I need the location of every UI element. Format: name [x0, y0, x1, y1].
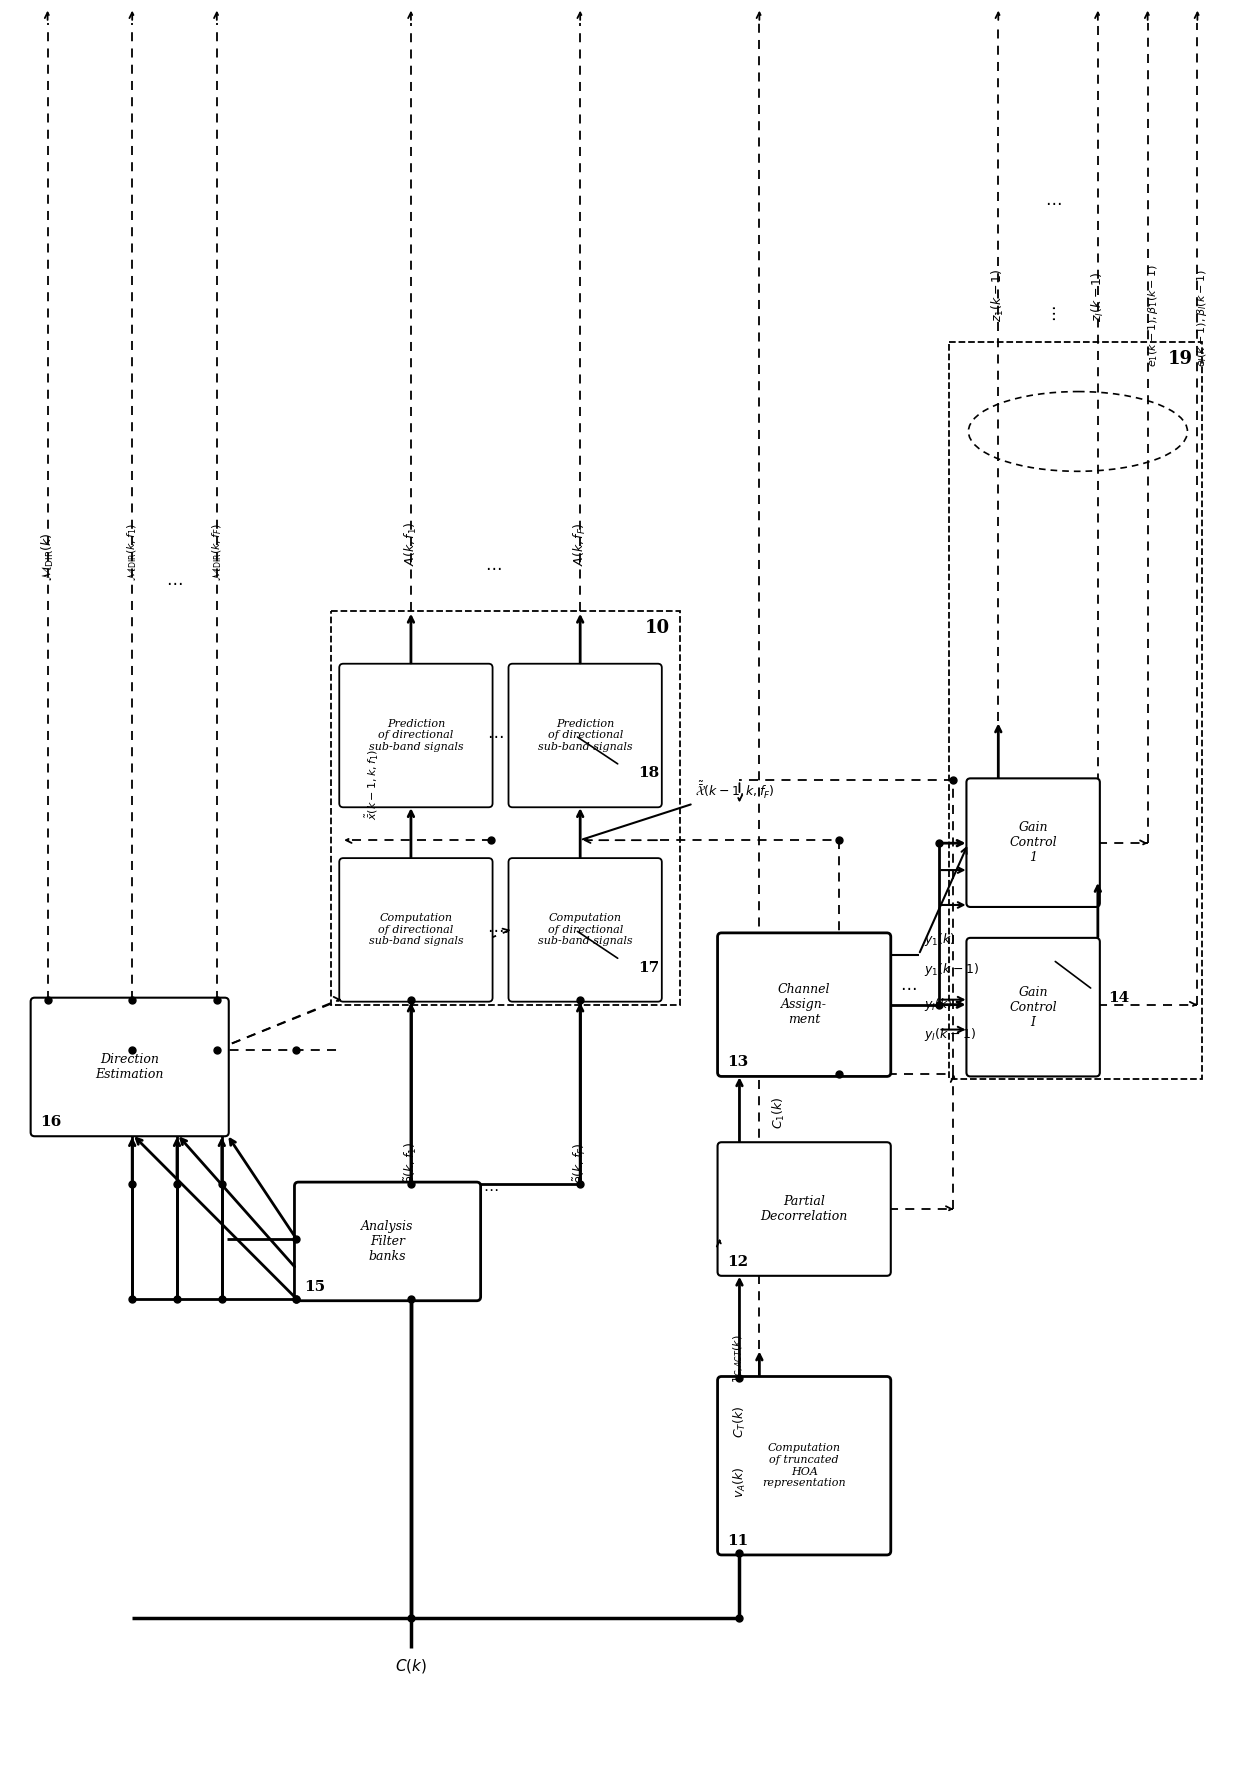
Text: Computation
of directional
sub-band signals: Computation of directional sub-band sign…	[368, 914, 464, 946]
Text: 15: 15	[305, 1280, 326, 1295]
FancyBboxPatch shape	[294, 1182, 481, 1300]
Text: $\mathcal{M}_{\mathrm{DIR}}(k)$: $\mathcal{M}_{\mathrm{DIR}}(k)$	[40, 533, 56, 581]
Bar	[949, 342, 1203, 1080]
Text: $y_1(k-1)$: $y_1(k-1)$	[924, 962, 978, 978]
Text: Partial
Decorrelation: Partial Decorrelation	[760, 1194, 848, 1223]
Text: Gain
Control
1: Gain Control 1	[1009, 821, 1056, 864]
FancyBboxPatch shape	[966, 939, 1100, 1076]
Text: $z_I(k-1)$: $z_I(k-1)$	[1090, 272, 1106, 322]
Bar	[331, 611, 680, 1005]
Text: 12: 12	[728, 1255, 749, 1269]
Text: $z_1(k-1)$: $z_1(k-1)$	[991, 268, 1007, 322]
Text: $\mathcal{M}_{\mathrm{DIR}}(k,f_1)$: $\mathcal{M}_{\mathrm{DIR}}(k,f_1)$	[125, 522, 139, 581]
Text: $\tilde{e}(k,f_1)$: $\tilde{e}(k,f_1)$	[403, 1143, 419, 1184]
Text: $\cdots$: $\cdots$	[166, 574, 182, 592]
Text: Direction
Estimation: Direction Estimation	[95, 1053, 164, 1082]
FancyBboxPatch shape	[718, 1377, 890, 1556]
Text: $A(k,f_1)$: $A(k,f_1)$	[403, 522, 419, 567]
Text: 14: 14	[1107, 991, 1130, 1005]
Text: $y_1(k)$: $y_1(k)$	[924, 932, 955, 948]
FancyBboxPatch shape	[31, 998, 228, 1135]
Text: 19: 19	[1167, 350, 1193, 368]
Text: $\cdots$: $\cdots$	[482, 1182, 498, 1196]
Text: $C(k)$: $C(k)$	[394, 1657, 427, 1675]
Text: 16: 16	[41, 1116, 62, 1130]
Text: $A(k,f_F)$: $A(k,f_F)$	[572, 522, 588, 567]
Text: 11: 11	[728, 1534, 749, 1548]
FancyBboxPatch shape	[340, 663, 492, 806]
FancyBboxPatch shape	[508, 663, 662, 806]
Text: $y_I(k)$: $y_I(k)$	[924, 996, 952, 1014]
Text: $C_1(k)$: $C_1(k)$	[771, 1096, 787, 1130]
Text: $\cdots$: $\cdots$	[1044, 306, 1061, 322]
Text: Prediction
of directional
sub-band signals: Prediction of directional sub-band signa…	[368, 719, 464, 753]
Text: $1_{C,ACT}(k)$: $1_{C,ACT}(k)$	[732, 1336, 746, 1384]
Text: $\mathcal{M}_{\mathrm{DIR}}(k,f_F)$: $\mathcal{M}_{\mathrm{DIR}}(k,f_F)$	[210, 524, 223, 581]
FancyBboxPatch shape	[966, 778, 1100, 907]
Text: $\tilde{\bar{\mathcal{X}}}(k-1,k,f_F)$: $\tilde{\bar{\mathcal{X}}}(k-1,k,f_F)$	[583, 780, 774, 839]
Text: Analysis
Filter
banks: Analysis Filter banks	[361, 1219, 414, 1262]
Text: $e_1(k-1),\beta_1(k-1)$: $e_1(k-1),\beta_1(k-1)$	[1146, 263, 1159, 367]
FancyBboxPatch shape	[718, 1143, 890, 1277]
Text: $\cdots$: $\cdots$	[485, 560, 502, 576]
Text: 17: 17	[637, 960, 660, 974]
Text: $\cdots$: $\cdots$	[1045, 193, 1061, 211]
Text: Gain
Control
I: Gain Control I	[1009, 985, 1056, 1028]
Text: $e_I(k-1),\beta_I(k-1)$: $e_I(k-1),\beta_I(k-1)$	[1195, 268, 1209, 367]
Text: $\cdots$: $\cdots$	[487, 728, 503, 744]
FancyBboxPatch shape	[340, 858, 492, 1001]
Text: $C_T(k)$: $C_T(k)$	[732, 1405, 748, 1438]
FancyBboxPatch shape	[508, 858, 662, 1001]
FancyBboxPatch shape	[718, 933, 890, 1076]
Text: Computation
of directional
sub-band signals: Computation of directional sub-band sign…	[538, 914, 632, 946]
Text: 10: 10	[645, 619, 670, 637]
Text: Prediction
of directional
sub-band signals: Prediction of directional sub-band signa…	[538, 719, 632, 753]
Text: $\tilde{\bar{x}}(k-1,k,f_1)$: $\tilde{\bar{x}}(k-1,k,f_1)$	[362, 749, 379, 821]
Text: $y_I(k-1)$: $y_I(k-1)$	[924, 1026, 976, 1042]
Text: Computation
of truncated
HOA
representation: Computation of truncated HOA representat…	[763, 1443, 846, 1488]
Text: $v_A(k)$: $v_A(k)$	[732, 1466, 748, 1498]
Text: 13: 13	[728, 1055, 749, 1069]
Text: Channel
Assign-
ment: Channel Assign- ment	[777, 983, 831, 1026]
Text: $\cdots$: $\cdots$	[487, 921, 503, 939]
Text: $\tilde{e}(k,f_F)$: $\tilde{e}(k,f_F)$	[572, 1143, 589, 1184]
Text: $\cdots$: $\cdots$	[900, 980, 916, 996]
Text: 18: 18	[637, 767, 660, 780]
